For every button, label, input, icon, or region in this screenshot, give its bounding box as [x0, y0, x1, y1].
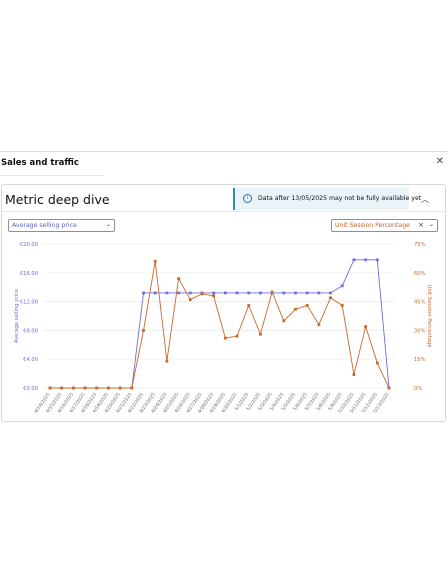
chevron-down-icon: ⌄: [105, 221, 111, 228]
metric-card: [1, 184, 446, 422]
close-icon[interactable]: ✕: [435, 156, 444, 167]
data-point-unit-session-percentage: [107, 386, 110, 390]
right-metric-select[interactable]: Unit Session Percentage × ⌄: [331, 219, 438, 232]
data-point-unit-session-percentage: [352, 373, 356, 376]
info-icon: i: [243, 194, 252, 203]
clear-icon[interactable]: ×: [418, 221, 424, 229]
data-point-unit-session-percentage: [83, 386, 87, 390]
y-right-tick-label: 45%: [414, 300, 426, 306]
y-left-tick-label: €4.00: [23, 357, 38, 363]
data-point-unit-session-percentage: [130, 386, 134, 390]
data-point-unit-session-percentage: [212, 294, 216, 298]
y-right-axis-label: Unit Session Percentage: [426, 285, 432, 348]
data-point-unit-session-percentage: [153, 259, 157, 263]
header-underline: [0, 175, 104, 176]
data-point-unit-session-percentage: [118, 386, 122, 390]
data-point-unit-session-percentage: [329, 296, 332, 300]
data-point-average-selling-price: [153, 291, 157, 295]
y-left-tick-label: €12.00: [20, 300, 38, 306]
data-point-unit-session-percentage: [95, 386, 99, 390]
data-point-average-selling-price: [212, 291, 216, 295]
metric-title: Metric deep dive: [5, 192, 110, 207]
data-point-unit-session-percentage: [60, 386, 64, 390]
data-point-unit-session-percentage: [188, 298, 192, 302]
left-metric-label: Average selling price: [12, 222, 77, 229]
panel-title: Sales and traffic: [1, 158, 79, 168]
banner-text: Data after 13/05/2025 may not be fully a…: [258, 195, 422, 202]
data-point-unit-session-percentage: [247, 304, 251, 307]
data-point-unit-session-percentage: [71, 386, 75, 390]
y-right-tick-label: 30%: [414, 328, 426, 334]
data-point-unit-session-percentage: [165, 359, 169, 363]
y-right-tick-label: 75%: [414, 242, 426, 248]
data-point-average-selling-price: [375, 258, 379, 262]
data-point-average-selling-price: [259, 291, 262, 295]
y-left-tick-label: €8.00: [23, 328, 38, 334]
data-point-unit-session-percentage: [294, 307, 297, 311]
y-left-tick-label: €16.00: [20, 271, 38, 277]
data-point-average-selling-price: [340, 284, 344, 288]
data-point-average-selling-price: [329, 291, 332, 295]
data-point-unit-session-percentage: [235, 334, 239, 338]
data-point-unit-session-percentage: [48, 386, 52, 390]
data-point-unit-session-percentage: [305, 304, 309, 307]
data-point-unit-session-percentage: [177, 277, 180, 280]
chevron-up-icon[interactable]: ︿: [421, 195, 429, 204]
y-right-tick-label: 0%: [414, 386, 422, 392]
data-point-average-selling-price: [177, 291, 180, 295]
data-point-average-selling-price: [282, 291, 286, 295]
data-point-average-selling-price: [305, 291, 309, 295]
y-right-tick-label: 15%: [414, 357, 426, 363]
y-left-tick-label: €0.00: [23, 386, 38, 392]
y-left-axis-label: Average selling price: [14, 289, 20, 343]
data-point-average-selling-price: [294, 291, 297, 295]
card-divider: [1, 211, 446, 212]
data-availability-banner: i Data after 13/05/2025 may not be fully…: [233, 188, 421, 210]
data-point-unit-session-percentage: [387, 386, 391, 390]
data-point-unit-session-percentage: [375, 361, 379, 365]
data-point-average-selling-price: [223, 291, 227, 295]
data-point-unit-session-percentage: [270, 290, 274, 294]
data-point-unit-session-percentage: [259, 332, 262, 336]
data-point-average-selling-price: [142, 291, 145, 295]
data-point-unit-session-percentage: [340, 304, 344, 307]
data-point-average-selling-price: [247, 291, 251, 295]
data-point-unit-session-percentage: [364, 325, 368, 328]
right-metric-label: Unit Session Percentage: [335, 222, 410, 229]
data-point-average-selling-price: [317, 291, 321, 295]
chevron-down-icon: ⌄: [428, 221, 434, 228]
metric-line-chart: €0.00 €4.00 €8.00 €12.00 €16.00 €20.00 0% 15% 30…: [14, 242, 432, 414]
y-left-tick-label: €20.00: [20, 242, 38, 248]
data-point-average-selling-price: [364, 258, 368, 262]
data-point-unit-session-percentage: [223, 336, 227, 340]
data-point-unit-session-percentage: [200, 292, 204, 296]
series-line-average-selling-price: [50, 259, 390, 389]
data-point-unit-session-percentage: [142, 329, 145, 332]
data-point-average-selling-price: [165, 291, 169, 295]
data-point-unit-session-percentage: [282, 319, 286, 323]
series-line-unit-session-percentage: [50, 261, 390, 389]
left-metric-select[interactable]: Average selling price ⌄: [8, 219, 115, 232]
data-point-unit-session-percentage: [317, 323, 321, 327]
data-point-average-selling-price: [188, 291, 192, 295]
panel-header: Sales and traffic ✕: [0, 151, 448, 177]
data-point-average-selling-price: [235, 291, 239, 295]
y-right-tick-label: 60%: [414, 271, 426, 277]
data-point-average-selling-price: [352, 258, 356, 262]
